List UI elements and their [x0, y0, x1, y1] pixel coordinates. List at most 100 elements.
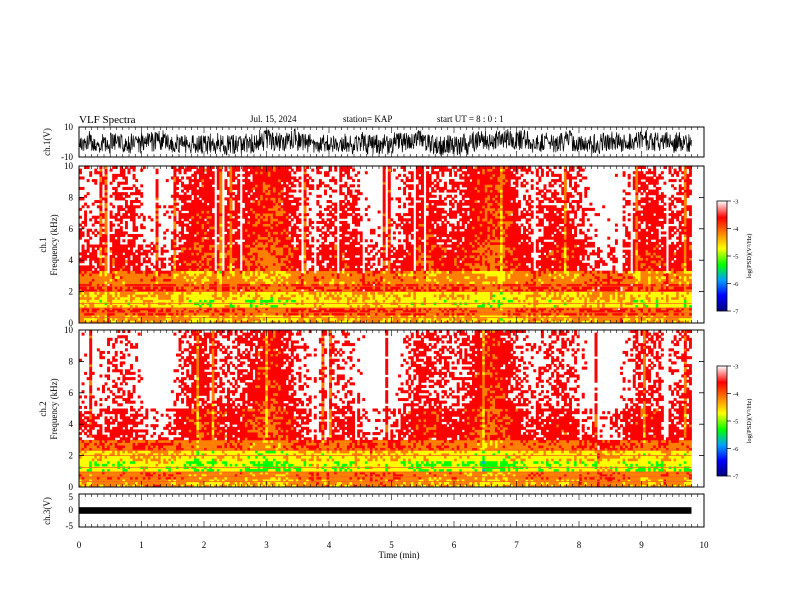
spectrogram-cell [178, 273, 182, 277]
spectrogram-cell [232, 184, 236, 188]
spectrogram-cell [249, 273, 253, 277]
spectrogram-cell [278, 192, 282, 196]
spectrogram-cell [272, 236, 276, 240]
spectrogram-cell [137, 189, 141, 193]
spectrogram-cell [147, 288, 151, 292]
spectrogram-cell [86, 265, 90, 269]
spectrogram-cell [219, 286, 223, 290]
spectrogram-cell [155, 218, 159, 222]
spectrogram-cell [175, 220, 179, 224]
spectrogram-cell [124, 226, 128, 230]
spectrogram-cell [229, 278, 233, 282]
spectrogram-cell [198, 283, 202, 287]
spectrogram-cell [272, 288, 276, 292]
spectrogram-cell [204, 286, 207, 290]
spectrogram-cell [260, 200, 264, 204]
spectrogram-cell [165, 281, 169, 285]
spectrogram-cell [275, 218, 279, 222]
spectrogram-cell [186, 189, 190, 193]
spectrogram-cell [316, 194, 320, 198]
spectrogram-cell [188, 275, 192, 279]
spectrogram-cell [155, 270, 159, 274]
spectrogram-cell [219, 168, 223, 172]
spectrogram-cell [79, 186, 82, 190]
spectrogram-cell [346, 176, 350, 180]
spectrogram-cell [142, 283, 146, 287]
spectrogram-cell [209, 257, 213, 261]
spectrogram-cell [198, 220, 202, 224]
spectrogram-cell [344, 166, 348, 170]
spectrogram-cell [352, 184, 356, 188]
spectrogram-cell [331, 179, 335, 183]
spectrogram-cell [181, 176, 185, 180]
spectrogram-cell [216, 257, 220, 261]
spectrogram-cell [119, 168, 123, 172]
spectrogram-cell [94, 299, 98, 303]
spectrogram-cell [114, 247, 118, 251]
spectrogram-cell [127, 275, 131, 279]
spectrogram-cell [229, 213, 233, 217]
spectrogram-cell [193, 220, 197, 224]
spectrogram-cell [99, 288, 103, 292]
spectrogram-cell [283, 304, 287, 308]
spectrogram-cell [160, 262, 164, 266]
spectrogram-cell [252, 244, 256, 248]
spectrogram-cell [280, 270, 284, 274]
spectrogram-cell [252, 309, 256, 313]
spectrogram-cell [244, 226, 248, 230]
spectrogram-cell [104, 194, 108, 198]
spectrogram-cell [158, 296, 162, 300]
spectrogram-cell [196, 288, 200, 292]
spectrogram-cell [270, 270, 274, 274]
spectrogram-cell [188, 207, 192, 211]
spectrogram-cell [257, 254, 261, 258]
spectrogram-cell [155, 283, 159, 287]
spectrogram-cell [237, 281, 241, 285]
spectrogram-cell [239, 307, 243, 311]
spectrogram-cell [344, 184, 348, 188]
spectrogram-cell [219, 197, 223, 201]
spectrogram-cell [84, 166, 88, 170]
spectrogram-cell [119, 218, 123, 222]
spectrogram-cell [242, 173, 246, 177]
spectrogram-cell [191, 228, 195, 232]
spectrogram-cell [260, 215, 264, 219]
spectrogram-cell [104, 309, 108, 313]
spectrogram-cell [124, 231, 128, 235]
spectrogram-cell [295, 312, 299, 316]
spectrogram-cell [191, 265, 195, 269]
spectrogram-cell [357, 213, 361, 217]
spectrogram-cell [198, 294, 202, 298]
spectrogram-cell [211, 200, 215, 204]
spectrogram-cell [99, 202, 103, 206]
spectrogram-cell [339, 278, 343, 282]
spectrogram-cell [352, 309, 356, 313]
spectrogram-cell [242, 234, 246, 238]
spectrogram-cell [249, 252, 253, 256]
spectrogram-cell [119, 304, 123, 308]
spectrogram-cell [163, 273, 167, 277]
spectrogram-cell [267, 262, 271, 266]
spectrogram-cell [262, 281, 266, 285]
spectrogram-cell [183, 249, 187, 253]
spectrogram-cell [209, 260, 213, 264]
spectrogram-cell [265, 281, 269, 285]
spectrogram-cell [173, 299, 177, 303]
spectrogram-cell [112, 268, 116, 272]
spectrogram-cell [130, 309, 133, 313]
spectrogram-cell [196, 257, 200, 261]
spectrogram-cell [173, 236, 177, 240]
spectrogram-cell [114, 241, 118, 245]
spectrogram-cell [153, 307, 156, 311]
spectrogram-cell [255, 189, 259, 193]
spectrogram-cell [308, 286, 312, 290]
spectrogram-cell [99, 241, 103, 245]
spectrogram-cell [193, 315, 197, 319]
spectrogram-cell [229, 241, 233, 245]
spectrogram-cell [119, 262, 123, 266]
spectrogram-cell [135, 275, 139, 279]
spectrogram-cell [359, 283, 363, 287]
spectrogram-cell [359, 312, 363, 316]
spectrogram-cell [234, 166, 238, 170]
spectrogram-cell [178, 254, 182, 258]
